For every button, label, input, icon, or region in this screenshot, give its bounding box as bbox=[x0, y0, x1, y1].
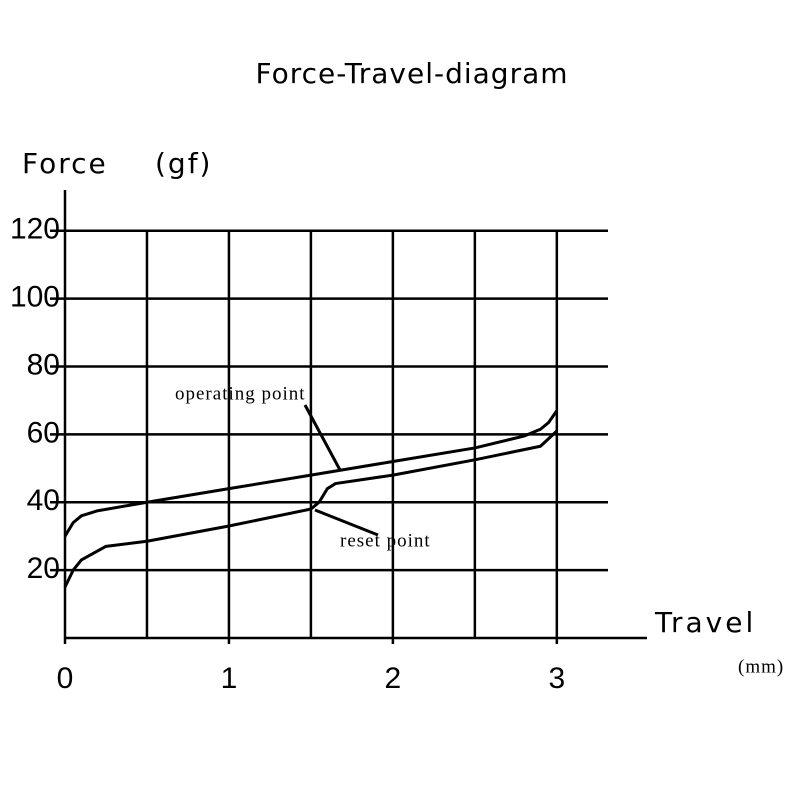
chart-title: Force-Travel-diagram bbox=[255, 57, 568, 90]
x-tick-label: 0 bbox=[57, 662, 74, 695]
y-tick-label: 120 bbox=[10, 213, 60, 246]
y-tick-label: 80 bbox=[27, 348, 60, 381]
series-line bbox=[63, 409, 559, 537]
x-tick-label: 1 bbox=[221, 662, 238, 695]
y-tick-label: 100 bbox=[10, 281, 60, 314]
y-tick-label: 20 bbox=[27, 552, 60, 585]
series-line bbox=[63, 429, 558, 588]
annotation-leader bbox=[314, 508, 379, 537]
annotation: operating point bbox=[175, 383, 306, 404]
y-axis-unit: (gf) bbox=[155, 147, 212, 180]
x-tick-label: 3 bbox=[548, 662, 565, 695]
y-tick-label: 40 bbox=[27, 484, 60, 517]
x-axis-label: Travel bbox=[654, 606, 756, 639]
y-axis-label: Force bbox=[22, 147, 108, 180]
x-tick-label: 2 bbox=[385, 662, 402, 695]
y-tick-label: 60 bbox=[27, 416, 60, 449]
x-axis-unit: (mm) bbox=[738, 656, 784, 677]
annotation: reset point bbox=[340, 530, 431, 551]
